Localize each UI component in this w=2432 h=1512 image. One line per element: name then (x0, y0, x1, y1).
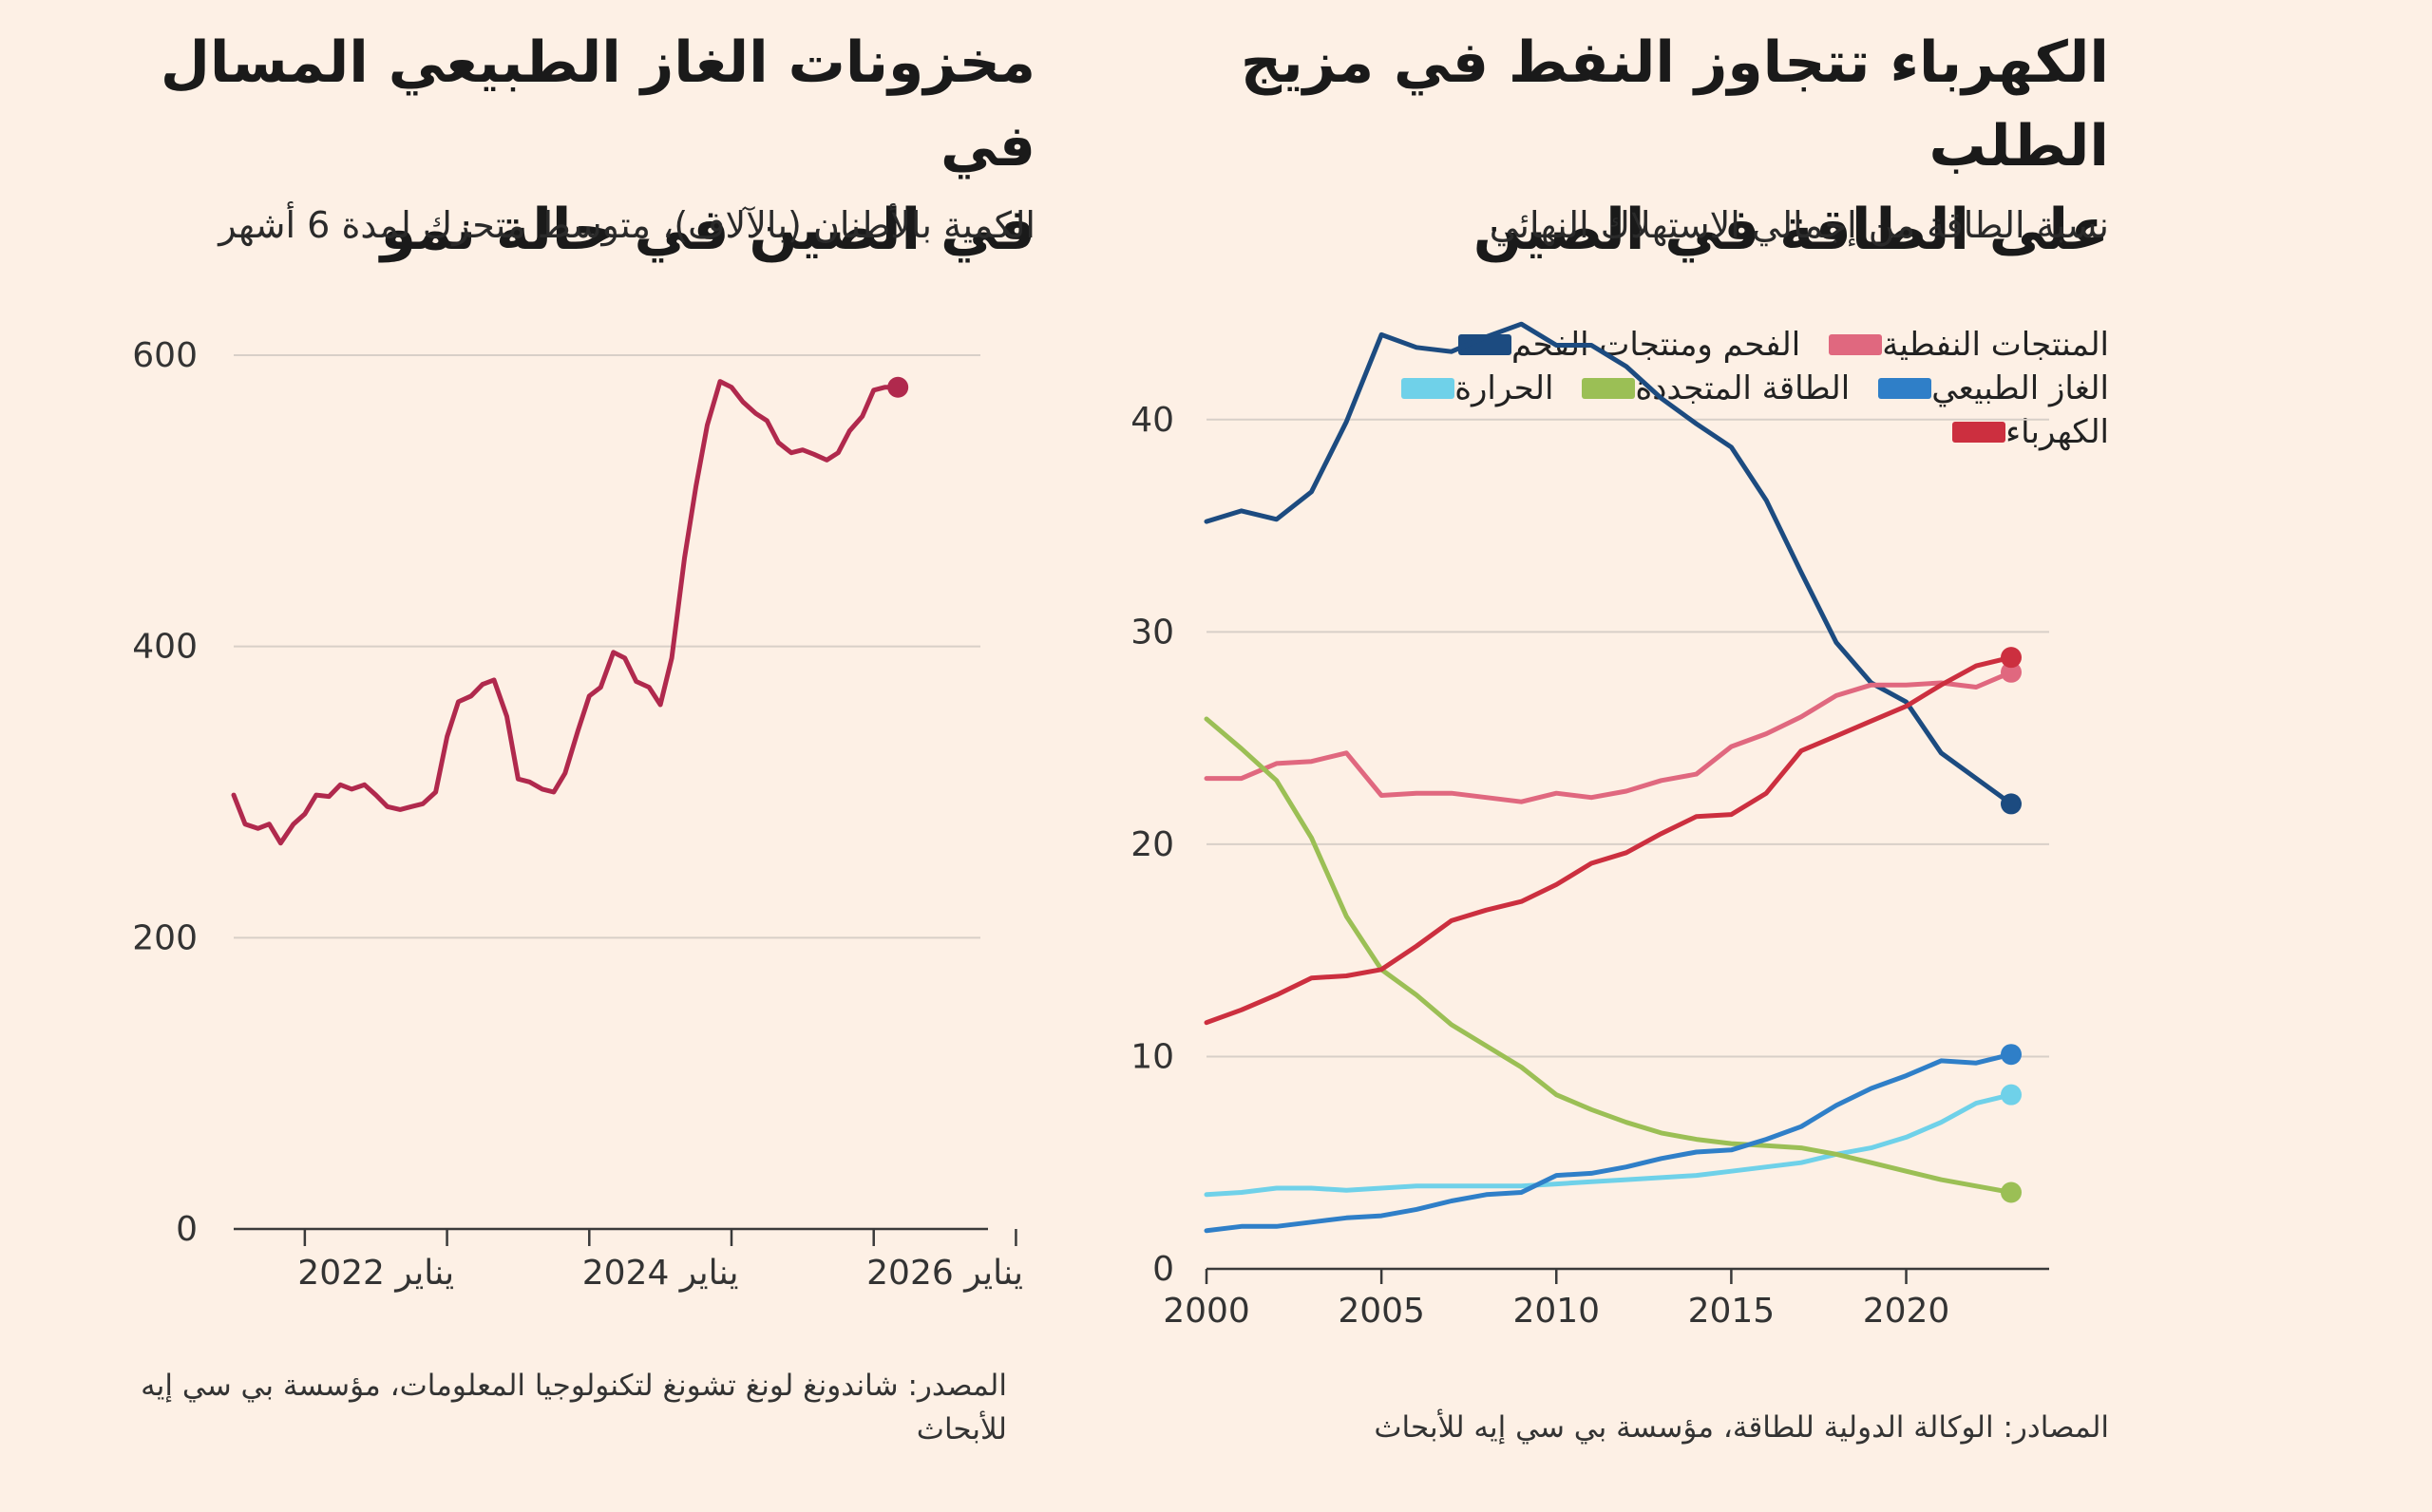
energy-mix-chart-plot: 0 10 20 30 40 2000 2005 2010 2015 2020 (1130, 321, 2049, 1331)
energy-series-line-5 (1204, 654, 2014, 1026)
energy-mix-chart-source: المصادر: الوكالة الدولية للطاقة، مؤسسة ب… (1374, 1410, 2109, 1445)
lng-y-tick-label: 200 (132, 918, 198, 957)
lng-x-tick-label: يناير 2024 (582, 1254, 739, 1293)
energy-mix-chart-title: الكهرباء تتجاوز النفط في مزيج الطلب على … (1102, 21, 2109, 272)
energy-x-tick-label: 2015 (1688, 1292, 1776, 1331)
lng-chart-source-line-2: للأبحاث (916, 1412, 1007, 1446)
legend-item: المنتجات النفطية (1821, 326, 2109, 364)
lng-y-tick-label: 400 (132, 628, 198, 667)
lng-chart-source-line-1: المصدر: شاندونغ لونغ تشونغ لتكنولوجيا ال… (141, 1369, 1007, 1403)
energy-mix-chart-title-line-1: الكهرباء تتجاوز النفط في مزيج الطلب (1240, 29, 2109, 180)
lng-chart-title-line-1: مخزونات الغاز الطبيعي المسال في (160, 29, 1036, 180)
energy-y-tick-label: 0 (1152, 1250, 1174, 1289)
lng-chart-title: مخزونات الغاز الطبيعي المسال في في الصين… (95, 21, 1036, 272)
legend-swatch (1829, 334, 1883, 355)
legend-swatch (1458, 334, 1511, 355)
energy-x-tick-label: 2000 (1163, 1292, 1250, 1331)
energy-y-tick-label: 20 (1130, 825, 1174, 864)
legend-swatch (1878, 378, 1932, 399)
lng-chart-plot: 0 200 400 600 يناير 2022 يناير 2024 يناير 2026 (132, 336, 1023, 1293)
legend-item: الطاقة المتجددة (1574, 369, 1850, 407)
legend-item: الحرارة (1394, 369, 1553, 407)
legend-swatch (1401, 378, 1455, 399)
energy-series-line-2 (1204, 1092, 2014, 1198)
legend-label: الطاقة المتجددة (1635, 369, 1851, 407)
energy-mix-chart-panel: الكهرباء تتجاوز النفط في مزيج الطلب على … (1102, 0, 2109, 1512)
legend-swatch (1952, 422, 2006, 443)
energy-x-tick-label: 2005 (1338, 1292, 1425, 1331)
energy-mix-chart-title-line-2: على الطاقة في الصين (1472, 197, 2109, 263)
energy-series-end-point-5 (2001, 647, 2022, 669)
energy-series-end-point-4 (2001, 1044, 2022, 1066)
energy-series-end-point-3 (2001, 1181, 2022, 1203)
energy-y-tick-label: 10 (1130, 1037, 1174, 1076)
lng-x-tick-label: يناير 2022 (297, 1254, 454, 1293)
lng-chart-subtitle: الكمية بالأطنان (بالآلاف)، متوسط متحرك ل… (218, 204, 1036, 246)
energy-series-line-1 (1204, 670, 2014, 804)
lng-series-end-point (887, 376, 909, 398)
energy-x-tick-label: 2020 (1863, 1292, 1950, 1331)
energy-mix-legend: المنتجات النفطية الفحم ومنتجات الفحم الغاز… (1102, 323, 2109, 454)
energy-y-tick-label: 30 (1130, 613, 1174, 652)
energy-series-end-point-2 (2001, 1084, 2022, 1106)
lng-chart-source: المصدر: شاندونغ لونغ تشونغ لتكنولوجيا ال… (95, 1364, 1007, 1451)
energy-y-tick-label: 40 (1130, 401, 1174, 440)
legend-item: الغاز الطبيعي (1871, 369, 2109, 407)
lng-y-tick-label: 0 (176, 1210, 198, 1249)
energy-series-end-point-1 (2001, 661, 2022, 683)
legend-swatch (1582, 378, 1636, 399)
energy-series-end-point-0 (2001, 793, 2022, 815)
energy-series-line-0 (1204, 321, 2014, 806)
energy-x-tick-label: 2010 (1512, 1292, 1600, 1331)
lng-x-tick-label: يناير 2026 (866, 1254, 1023, 1293)
legend-label: المنتجات النفطية (1882, 326, 2109, 364)
lng-series-line (231, 379, 901, 846)
lng-chart-panel: مخزونات الغاز الطبيعي المسال في في الصين… (95, 0, 1036, 1512)
lng-chart-title-line-2: في الصين في حالة نمو (380, 197, 1036, 263)
legend-label: الحرارة (1454, 369, 1554, 407)
legend-row: الغاز الطبيعي الطاقة المتجددة الحرارة (1102, 367, 2109, 410)
energy-mix-chart-subtitle: نسبة الطاقة من إجمالي الاستهلاك النهائي (1489, 204, 2109, 246)
energy-series-line-4 (1204, 1051, 2014, 1234)
lng-y-tick-label: 600 (132, 336, 198, 375)
legend-label: الغاز الطبيعي (1931, 369, 2109, 407)
energy-series-line-3 (1204, 716, 2014, 1195)
